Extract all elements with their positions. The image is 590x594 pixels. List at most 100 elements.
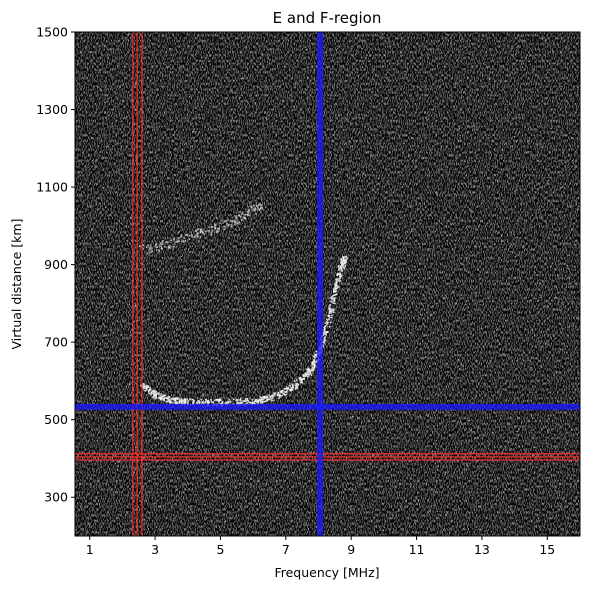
echo-point-F-trace	[174, 397, 176, 399]
speckle	[346, 339, 349, 341]
echo-point-upper-trace	[196, 233, 198, 235]
echo-point-F-trace	[276, 394, 279, 396]
speckle	[461, 235, 463, 237]
speckle	[313, 312, 315, 314]
speckle	[457, 365, 460, 367]
speckle	[445, 33, 447, 36]
echo-point-F-trace	[313, 367, 316, 369]
speckle	[545, 508, 547, 511]
speckle	[102, 187, 105, 189]
echo-point-F-trace	[327, 331, 329, 333]
speckle	[428, 40, 430, 42]
speckle	[139, 415, 141, 417]
speckle	[578, 416, 580, 419]
echo-point-F-trace	[259, 396, 262, 399]
speckle	[233, 80, 235, 82]
speckle	[96, 430, 98, 432]
speckle	[169, 48, 171, 50]
speckle	[428, 365, 431, 367]
speckle	[528, 359, 530, 361]
speckle	[458, 359, 460, 361]
echo-point-F-trace	[259, 399, 262, 402]
x-axis-label: Frequency [MHz]	[274, 565, 379, 580]
speckle	[571, 300, 574, 302]
echo-point-F-trace	[299, 381, 302, 383]
echo-point-F-trace	[165, 397, 168, 400]
speckle	[475, 236, 477, 239]
echo-point-F-trace	[251, 401, 254, 403]
speckle	[131, 522, 133, 524]
speckle	[408, 306, 410, 308]
echo-point-F-trace	[181, 401, 183, 403]
speckle	[222, 518, 224, 520]
echo-point-F-trace	[294, 384, 297, 387]
speckle	[402, 501, 404, 503]
speckle	[433, 489, 435, 491]
speckle	[472, 288, 475, 291]
speckle	[447, 461, 449, 463]
speckle	[149, 161, 152, 164]
speckle	[272, 178, 274, 180]
speckle	[232, 338, 234, 341]
echo-point-F-trace	[227, 400, 229, 403]
speckle	[329, 180, 331, 182]
speckle	[420, 293, 422, 295]
echo-point-F-trace	[327, 315, 329, 317]
speckle	[248, 439, 250, 442]
echo-point-F-trace	[335, 283, 337, 285]
speckle	[530, 91, 532, 93]
speckle	[433, 504, 436, 506]
echo-point-F-trace	[340, 259, 342, 261]
speckle	[220, 446, 222, 448]
echo-point-F-trace	[322, 334, 325, 337]
speckle	[526, 485, 528, 487]
echo-point-F-trace	[140, 384, 142, 387]
speckle	[118, 502, 120, 505]
speckle	[79, 400, 81, 403]
speckle	[526, 82, 529, 84]
echo-point-F-trace	[330, 310, 333, 313]
speckle	[249, 77, 251, 79]
speckle	[424, 45, 427, 48]
speckle	[187, 275, 190, 277]
echo-point-upper-trace	[217, 230, 220, 232]
echo-point-F-trace	[345, 259, 347, 262]
echo-point-upper-trace	[254, 208, 257, 211]
speckle	[239, 130, 242, 132]
speckle	[548, 302, 550, 304]
speckle	[449, 234, 452, 236]
echo-point-F-trace	[329, 309, 332, 312]
speckle	[146, 494, 148, 496]
echo-point-F-trace	[200, 398, 203, 401]
speckle	[566, 265, 568, 267]
speckle	[367, 217, 369, 220]
echo-point-F-trace	[197, 400, 200, 402]
speckle	[79, 365, 81, 367]
speckle	[454, 243, 456, 245]
echo-point-F-trace	[336, 285, 339, 287]
echo-point-F-trace	[333, 311, 335, 313]
speckle	[550, 446, 552, 449]
speckle	[260, 364, 262, 366]
speckle	[492, 470, 494, 473]
echo-point-F-trace	[298, 378, 301, 380]
echo-point-F-trace	[239, 399, 241, 401]
speckle	[274, 215, 276, 218]
speckle	[566, 443, 568, 445]
speckle	[577, 440, 579, 443]
speckle	[255, 416, 258, 418]
speckle	[522, 357, 525, 359]
speckle	[308, 353, 310, 355]
speckle	[305, 48, 307, 51]
speckle	[262, 268, 264, 270]
echo-point-upper-trace	[160, 242, 163, 244]
speckle	[195, 193, 198, 195]
speckle	[202, 474, 205, 476]
echo-point-F-trace	[257, 401, 259, 404]
speckle	[446, 273, 448, 275]
speckle	[282, 279, 284, 281]
speckle	[404, 60, 406, 62]
speckle	[275, 308, 278, 310]
echo-point-upper-trace	[214, 227, 216, 230]
speckle	[219, 368, 221, 371]
